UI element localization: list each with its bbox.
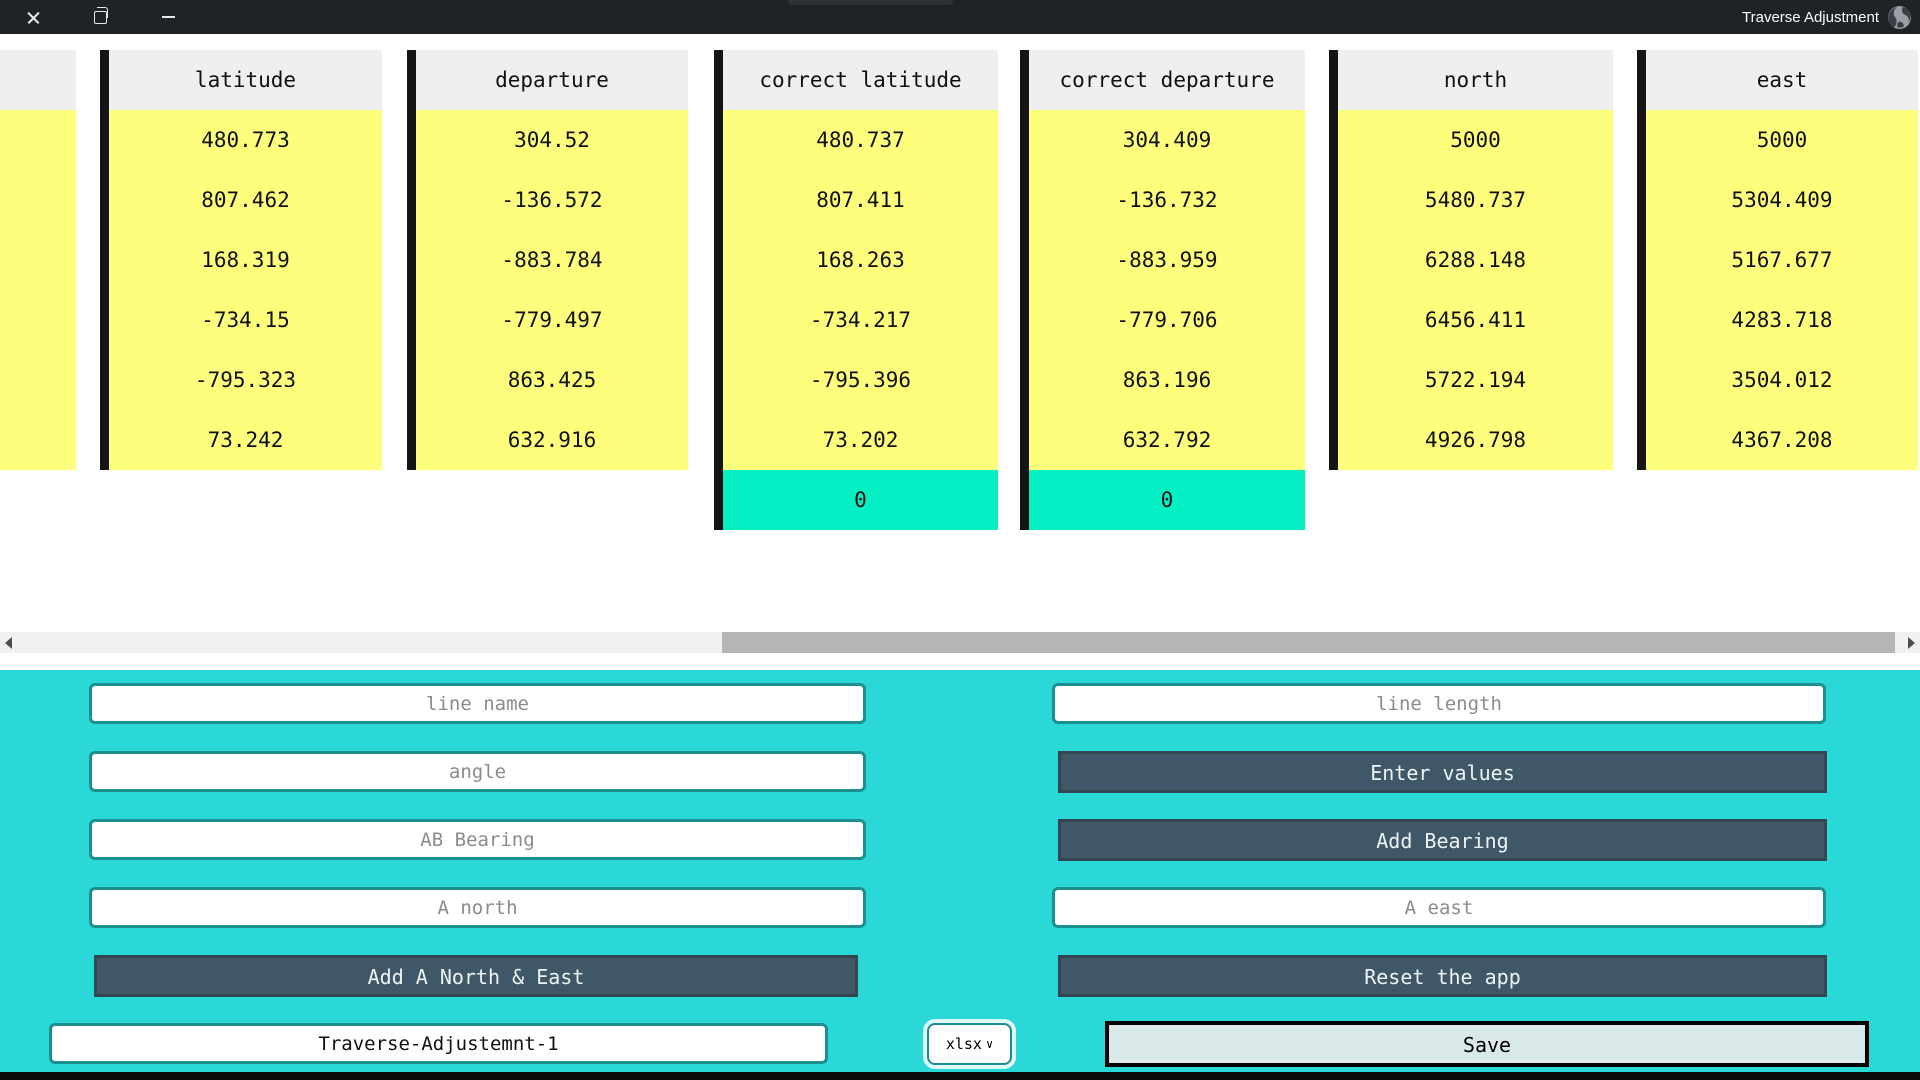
globe-icon (1888, 5, 1911, 29)
reset-app-button[interactable]: Reset the app (1058, 955, 1827, 997)
table-cell: 863.196 (1029, 350, 1305, 410)
table-cell: -795.396 (723, 350, 998, 410)
table-column-stub-header (0, 50, 76, 110)
table-cell: 4926.798 (1338, 410, 1613, 470)
table-cell: 5167.677 (1646, 230, 1918, 290)
table-column-east: east 5000 5304.409 5167.677 4283.718 350… (1646, 50, 1918, 470)
restore-button[interactable] (77, 0, 123, 34)
file-format-value: xlsx (945, 1035, 982, 1053)
column-header: east (1646, 50, 1918, 110)
table-cell: -734.217 (723, 290, 998, 350)
column-header: correct departure (1029, 50, 1305, 110)
angle-input[interactable] (89, 751, 866, 792)
minimize-button[interactable] (145, 0, 191, 34)
column-divider (1637, 50, 1646, 470)
table-cell: 4283.718 (1646, 290, 1918, 350)
table-cell: 5304.409 (1646, 170, 1918, 230)
table-cell: 6456.411 (1338, 290, 1613, 350)
table-cell: 5722.194 (1338, 350, 1613, 410)
window-title: Traverse Adjustment (1742, 8, 1879, 26)
table-cell: 632.792 (1029, 410, 1305, 470)
column-divider (407, 50, 416, 470)
table-cell: 807.462 (109, 170, 382, 230)
table-cell: 73.242 (109, 410, 382, 470)
table-cell: -779.706 (1029, 290, 1305, 350)
table-cell: 480.773 (109, 110, 382, 170)
line-name-input[interactable] (89, 683, 866, 724)
line-length-input[interactable] (1052, 683, 1826, 724)
table-cell: 168.319 (109, 230, 382, 290)
titlebar: Traverse Adjustment (0, 0, 1920, 34)
column-header: north (1338, 50, 1613, 110)
close-icon (27, 11, 40, 24)
table-column-departure: departure 304.52 -136.572 -883.784 -779.… (416, 50, 688, 470)
column-header: departure (416, 50, 688, 110)
scrollbar-thumb[interactable] (722, 632, 1895, 653)
closure-error-cell: 0 (1029, 470, 1305, 530)
column-divider (1329, 50, 1338, 470)
add-bearing-button[interactable]: Add Bearing (1058, 819, 1827, 861)
close-button[interactable] (10, 0, 56, 34)
a-east-input[interactable] (1052, 887, 1826, 928)
restore-icon (93, 6, 108, 24)
table-cell: 807.411 (723, 170, 998, 230)
closure-error-cell: 0 (723, 470, 998, 530)
control-panel: Enter values Add Bearing Add A North & E… (0, 670, 1920, 1080)
table-cell: 5480.737 (1338, 170, 1613, 230)
table-cell: 3504.012 (1646, 350, 1918, 410)
table-cell: 168.263 (723, 230, 998, 290)
table-column-correct-departure: correct departure 304.409 -136.732 -883.… (1029, 50, 1305, 530)
table-cell: 632.916 (416, 410, 688, 470)
table-cell: -734.15 (109, 290, 382, 350)
add-a-north-east-button[interactable]: Add A North & East (94, 955, 858, 997)
titlebar-drag-highlight (788, 0, 953, 5)
table-column-correct-latitude: correct latitude 480.737 807.411 168.263… (723, 50, 998, 530)
chevron-down-icon: ∨ (985, 1037, 994, 1051)
table-cell: 73.202 (723, 410, 998, 470)
column-divider (714, 50, 723, 530)
file-format-select[interactable]: xlsx ∨ (929, 1025, 1010, 1063)
table-cell: 4367.208 (1646, 410, 1918, 470)
table-cell: 6288.148 (1338, 230, 1613, 290)
scroll-right-arrow-icon[interactable] (1908, 637, 1915, 649)
table-column-stub-cells (0, 110, 76, 470)
table-cell: 480.737 (723, 110, 998, 170)
table-cell: 304.52 (416, 110, 688, 170)
table-cell: -883.784 (416, 230, 688, 290)
filename-input[interactable] (49, 1023, 828, 1064)
horizontal-scrollbar[interactable] (0, 632, 1920, 653)
column-header: correct latitude (723, 50, 998, 110)
table-column-latitude: latitude 480.773 807.462 168.319 -734.15… (109, 50, 382, 470)
column-divider (100, 50, 109, 470)
table-cell: 5000 (1338, 110, 1613, 170)
ab-bearing-input[interactable] (89, 819, 866, 860)
minimize-icon (161, 16, 175, 18)
window-bottom-edge (0, 1072, 1920, 1080)
enter-values-button[interactable]: Enter values (1058, 751, 1827, 793)
table-cell: -883.959 (1029, 230, 1305, 290)
table-cell: -136.732 (1029, 170, 1305, 230)
a-north-input[interactable] (89, 887, 866, 928)
table-cell: -136.572 (416, 170, 688, 230)
scroll-left-arrow-icon[interactable] (5, 637, 12, 649)
table-column-north: north 5000 5480.737 6288.148 6456.411 57… (1338, 50, 1613, 470)
table-cell: -795.323 (109, 350, 382, 410)
table-cell: -779.497 (416, 290, 688, 350)
table-cell: 5000 (1646, 110, 1918, 170)
column-header: latitude (109, 50, 382, 110)
column-divider (1020, 50, 1029, 530)
table-cell: 304.409 (1029, 110, 1305, 170)
table-cell: 863.425 (416, 350, 688, 410)
save-button[interactable]: Save (1105, 1021, 1869, 1067)
